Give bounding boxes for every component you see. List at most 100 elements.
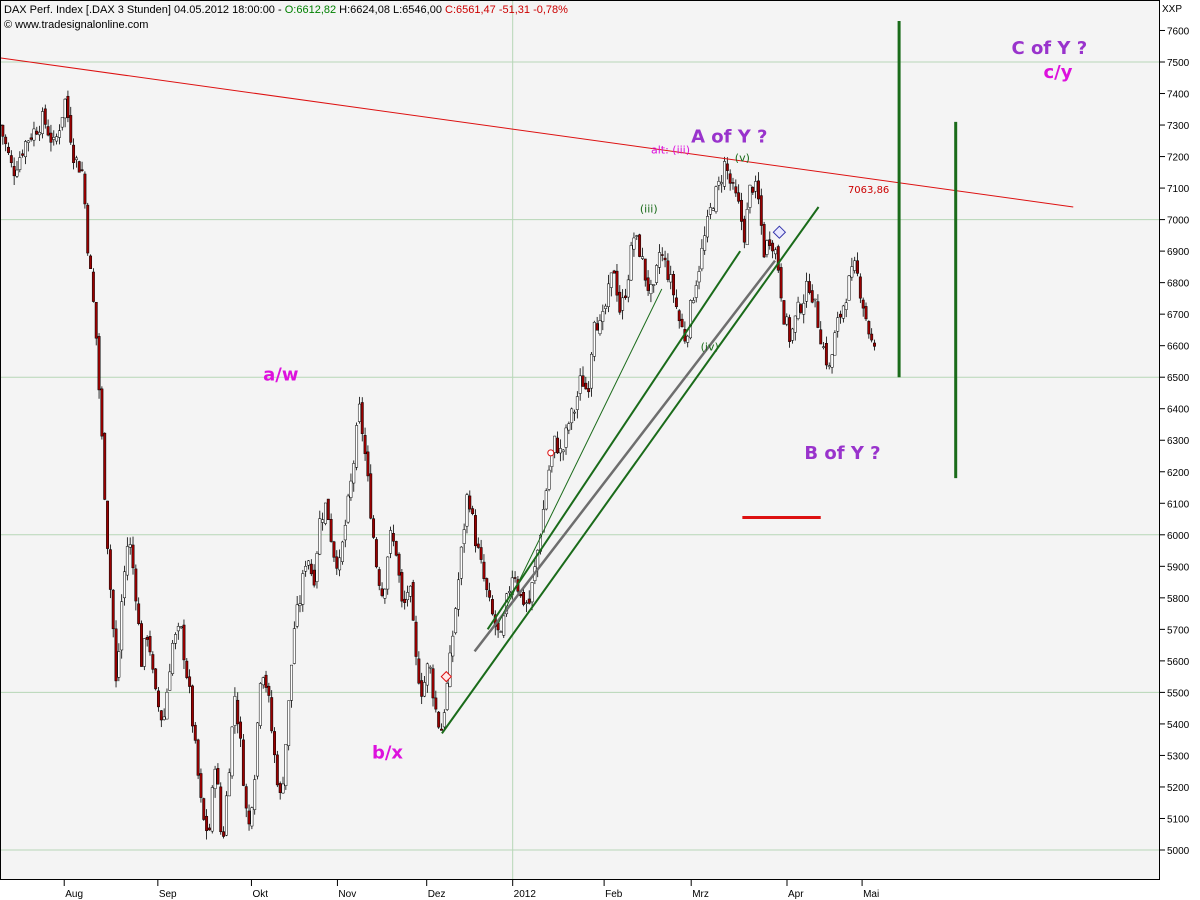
instrument-timeframe: 3 Stunden] [117,4,171,16]
candle-body [575,396,579,410]
candle-body [604,305,608,309]
candle-body [544,490,548,510]
candle-body [660,254,664,256]
candle-body [513,577,517,579]
candle-body [111,589,115,630]
candle-body [499,631,503,633]
y-tick-label: 5600 [1167,657,1190,668]
candle-body [343,524,347,541]
candle-body [488,590,492,598]
candle-body [717,181,721,186]
candle-body [601,311,605,322]
candle-body [18,157,22,170]
y-tick-label: 6100 [1167,499,1190,510]
candle-body [66,95,70,118]
candle-body [519,593,523,597]
candle-body [423,682,426,697]
candle-body [219,786,223,833]
candle-body [474,515,477,547]
candle-body [360,402,364,434]
candle-body [592,322,596,357]
candle-body [57,130,61,138]
candle-body [590,353,593,389]
y-tick-label: 6300 [1167,436,1190,447]
candle-body [816,301,820,328]
candle-body [558,448,562,454]
candle-body [270,697,274,732]
y-tick-label: 6700 [1167,310,1190,321]
candle-body [321,519,325,523]
y-tick-label: 5200 [1167,783,1190,794]
candle-body [273,731,276,756]
plot-background [0,0,1160,880]
y-tick-label: 7500 [1167,58,1190,69]
candle-body [609,272,613,288]
candle-body [556,437,559,454]
low-value: L:6546,00 [393,4,442,16]
candle-body [383,588,387,599]
y-tick-label: 6000 [1167,531,1190,542]
candle-body [176,626,180,632]
candle-body [578,375,582,394]
candle-body [380,588,384,596]
candle-body [120,601,124,651]
candle-body [689,300,692,339]
candle-body [858,276,862,299]
candle-body [833,332,837,356]
candle-body [267,685,271,696]
candle-body [796,301,800,319]
candle-body [672,274,676,296]
y-tick-label: 6400 [1167,405,1190,416]
wave-label: (v) [735,151,750,164]
x-tick-label: Mrz [692,889,709,900]
candle-body [632,237,636,250]
trendline-main [441,206,820,734]
candle-body [366,451,370,477]
candle-body [179,626,183,629]
candle-body [873,342,876,347]
candle-body [287,700,291,746]
candle-body [182,624,186,661]
candle-body [776,246,780,271]
candle-body [841,305,845,319]
candle-body [142,638,146,667]
candle-body [861,299,865,309]
candle-body [813,298,817,301]
candle-body [55,136,59,142]
candle-body [374,539,378,568]
candle-body [720,182,724,185]
candle-body [213,768,217,789]
candle-body [624,295,627,298]
candle-body [524,602,528,604]
y-tick-label: 5000 [1167,846,1190,857]
candle-body [97,336,101,391]
candle-body [4,136,8,145]
candle-body [657,252,661,268]
candle-body [626,279,630,298]
candle-body [757,180,760,200]
signal-diamond-marker [440,670,452,683]
candle-body [69,115,73,143]
trendline-second [486,250,742,630]
chart-header: DAX Perf. Index [.DAX 3 Stunden] 04.05.2… [4,4,568,16]
candle-body [476,543,480,548]
candle-body [298,603,302,606]
candle-body [352,463,356,484]
candle-body [827,365,831,367]
candle-body [706,216,709,238]
candle-body [635,235,639,237]
candle-body [301,573,305,605]
candle-body [454,608,458,634]
candle-body [799,304,803,313]
candle-body [790,328,794,341]
candle-body [748,184,752,208]
candle-body [728,173,732,184]
candle-body [425,663,429,686]
candle-body [406,592,409,601]
candle-body [174,634,177,644]
candle-body [457,579,460,610]
candle-body [669,274,673,283]
candle-body [91,271,95,302]
candle-body [742,218,746,243]
y-tick-label: 6900 [1167,247,1190,258]
